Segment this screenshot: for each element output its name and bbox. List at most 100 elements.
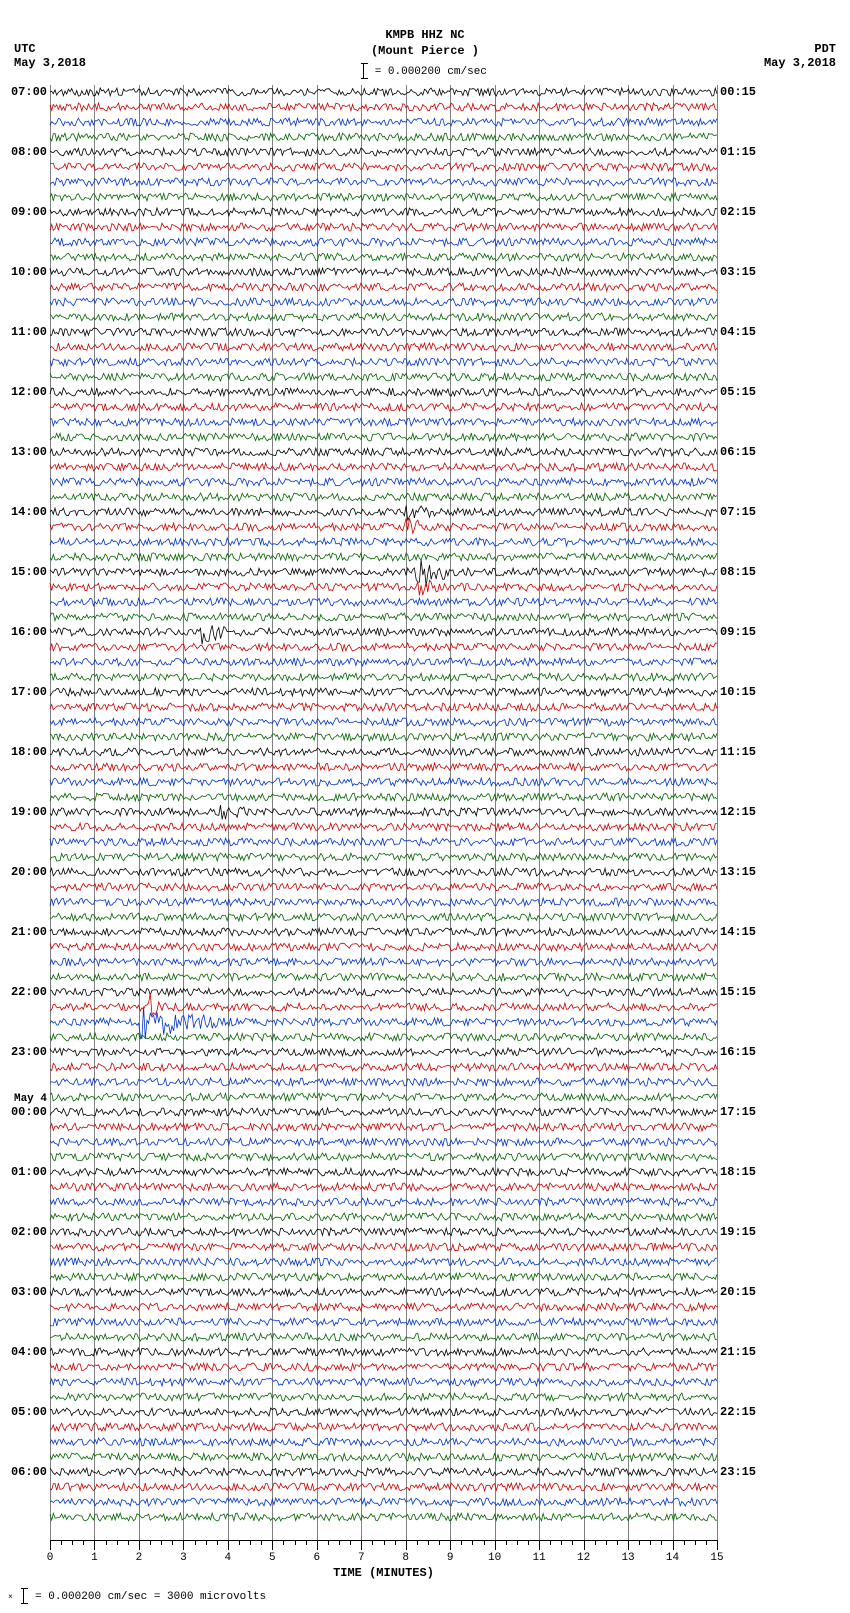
utc-hour-label: 10:00 bbox=[11, 265, 47, 279]
xtick-minor bbox=[517, 1540, 518, 1545]
xtick-minor bbox=[83, 1540, 84, 1545]
xtick-major bbox=[406, 1540, 407, 1550]
utc-hour-label: 12:00 bbox=[11, 385, 47, 399]
date-left: May 3,2018 bbox=[14, 56, 86, 70]
pdt-hour-label: 06:15 bbox=[720, 445, 756, 459]
utc-hour-label: 03:00 bbox=[11, 1285, 47, 1299]
utc-hour-label: 01:00 bbox=[11, 1165, 47, 1179]
xtick-minor bbox=[150, 1540, 151, 1545]
xtick-minor bbox=[439, 1540, 440, 1545]
xtick-major bbox=[539, 1540, 540, 1550]
xtick-minor bbox=[372, 1540, 373, 1545]
utc-hour-label: 00:00 bbox=[11, 1105, 47, 1119]
pdt-hour-label: 20:15 bbox=[720, 1285, 756, 1299]
pdt-hour-label: 23:15 bbox=[720, 1465, 756, 1479]
xtick-minor bbox=[128, 1540, 129, 1545]
utc-hour-label: 06:00 bbox=[11, 1465, 47, 1479]
utc-hour-label: 20:00 bbox=[11, 865, 47, 879]
timezone-right: PDT bbox=[814, 42, 836, 56]
utc-hour-label: 15:00 bbox=[11, 565, 47, 579]
xtick-minor bbox=[606, 1540, 607, 1545]
trace-row bbox=[50, 1510, 717, 1525]
xtick-minor bbox=[572, 1540, 573, 1545]
xtick-minor bbox=[217, 1540, 218, 1545]
pdt-hour-label: 14:15 bbox=[720, 925, 756, 939]
pdt-hour-label: 03:15 bbox=[720, 265, 756, 279]
xtick-label: 3 bbox=[180, 1552, 187, 1564]
pdt-hour-label: 16:15 bbox=[720, 1045, 756, 1059]
xtick-label: 6 bbox=[313, 1552, 320, 1564]
xtick-minor bbox=[684, 1540, 685, 1545]
utc-hour-label: 11:00 bbox=[11, 325, 47, 339]
xtick-label: 1 bbox=[91, 1552, 98, 1564]
utc-hour-label: 23:00 bbox=[11, 1045, 47, 1059]
xtick-minor bbox=[484, 1540, 485, 1545]
pdt-hour-label: 18:15 bbox=[720, 1165, 756, 1179]
xtick-minor bbox=[117, 1540, 118, 1545]
pdt-hour-label: 01:15 bbox=[720, 145, 756, 159]
pdt-hour-label: 13:15 bbox=[720, 865, 756, 879]
xtick-label: 7 bbox=[358, 1552, 365, 1564]
utc-hour-label: 13:00 bbox=[11, 445, 47, 459]
footer-scale-note: × = 0.000200 cm/sec = 3000 microvolts bbox=[8, 1589, 266, 1603]
xtick-label: 10 bbox=[488, 1552, 501, 1564]
xtick-minor bbox=[650, 1540, 651, 1545]
xtick-label: 15 bbox=[710, 1552, 723, 1564]
date-right: May 3,2018 bbox=[764, 56, 836, 70]
utc-hour-label: 04:00 bbox=[11, 1345, 47, 1359]
xtick-major bbox=[317, 1540, 318, 1550]
xtick-label: 9 bbox=[447, 1552, 454, 1564]
xtick-label: 0 bbox=[47, 1552, 54, 1564]
xtick-minor bbox=[261, 1540, 262, 1545]
date-break-label: May 4 bbox=[14, 1093, 47, 1105]
xtick-major bbox=[717, 1540, 718, 1550]
xtick-major bbox=[450, 1540, 451, 1550]
xtick-major bbox=[584, 1540, 585, 1550]
pdt-hour-label: 21:15 bbox=[720, 1345, 756, 1359]
xtick-minor bbox=[395, 1540, 396, 1545]
xtick-minor bbox=[506, 1540, 507, 1545]
utc-hour-label: 02:00 bbox=[11, 1225, 47, 1239]
timezone-left: UTC bbox=[14, 42, 36, 56]
xtick-minor bbox=[328, 1540, 329, 1545]
xtick-major bbox=[673, 1540, 674, 1550]
xtick-major bbox=[272, 1540, 273, 1550]
xtick-major bbox=[50, 1540, 51, 1550]
xtick-minor bbox=[595, 1540, 596, 1545]
pdt-hour-label: 04:15 bbox=[720, 325, 756, 339]
xtick-minor bbox=[384, 1540, 385, 1545]
pdt-hour-label: 17:15 bbox=[720, 1105, 756, 1119]
helicorder-plot: 07:0000:1508:0001:1509:0002:1510:0003:15… bbox=[50, 85, 717, 1540]
pdt-hour-label: 15:15 bbox=[720, 985, 756, 999]
xtick-minor bbox=[239, 1540, 240, 1545]
xtick-minor bbox=[661, 1540, 662, 1545]
gridline-v bbox=[717, 85, 718, 1540]
xtick-minor bbox=[72, 1540, 73, 1545]
pdt-hour-label: 05:15 bbox=[720, 385, 756, 399]
xtick-minor bbox=[250, 1540, 251, 1545]
xtick-minor bbox=[195, 1540, 196, 1545]
xtick-minor bbox=[417, 1540, 418, 1545]
xtick-label: 5 bbox=[269, 1552, 276, 1564]
xtick-minor bbox=[295, 1540, 296, 1545]
xtick-label: 8 bbox=[402, 1552, 409, 1564]
xtick-minor bbox=[550, 1540, 551, 1545]
pdt-hour-label: 08:15 bbox=[720, 565, 756, 579]
utc-hour-label: 16:00 bbox=[11, 625, 47, 639]
xtick-major bbox=[628, 1540, 629, 1550]
xtick-minor bbox=[695, 1540, 696, 1545]
xtick-major bbox=[139, 1540, 140, 1550]
utc-hour-label: 05:00 bbox=[11, 1405, 47, 1419]
station-line: KMPB HHZ NC bbox=[0, 28, 850, 42]
xtick-major bbox=[361, 1540, 362, 1550]
pdt-hour-label: 10:15 bbox=[720, 685, 756, 699]
pdt-hour-label: 07:15 bbox=[720, 505, 756, 519]
pdt-hour-label: 11:15 bbox=[720, 745, 756, 759]
xtick-label: 11 bbox=[533, 1552, 546, 1564]
xtick-major bbox=[183, 1540, 184, 1550]
xtick-label: 14 bbox=[666, 1552, 679, 1564]
x-axis: TIME (MINUTES) 0123456789101112131415 bbox=[50, 1540, 717, 1580]
utc-hour-label: 14:00 bbox=[11, 505, 47, 519]
pdt-hour-label: 19:15 bbox=[720, 1225, 756, 1239]
xtick-minor bbox=[428, 1540, 429, 1545]
